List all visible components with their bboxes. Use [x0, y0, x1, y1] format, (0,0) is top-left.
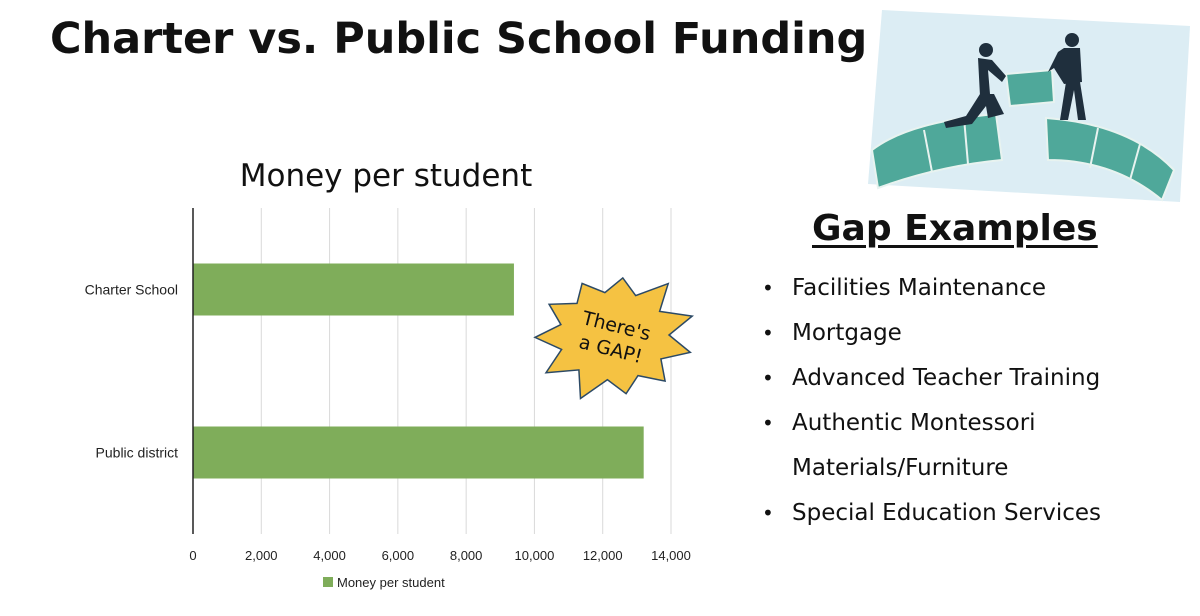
chart-x-tick-labels: 0 2,000 4,000 6,000 8,000 10,000 12,000 14,000: [189, 548, 691, 563]
gap-example-item: • Advanced Teacher Training: [760, 356, 1101, 401]
gap-example-text: Mortgage: [792, 320, 902, 346]
legend-label: Money per student: [337, 575, 445, 590]
chart-gridlines: [260, 208, 672, 534]
gap-example-text: Advanced Teacher Training: [792, 365, 1101, 391]
legend-swatch: [323, 577, 333, 587]
category-label: Public district: [96, 445, 179, 461]
x-tick-label: 14,000: [651, 548, 691, 563]
missing-bridge-piece: [1004, 68, 1056, 108]
bullet-icon: •: [762, 411, 774, 435]
x-tick-label: 4,000: [313, 548, 346, 563]
starburst-shape: [533, 276, 694, 400]
funding-bar-chart: Money per student Charter School Public d…: [85, 158, 691, 590]
chart-title: Money per student: [240, 158, 533, 194]
bar-charter-school: [193, 263, 514, 316]
gap-starburst-annotation: There's a GAP!: [533, 276, 694, 400]
gap-example-item: Materials/Furniture: [760, 446, 1101, 491]
gap-example-item: • Special Education Services: [760, 491, 1101, 536]
bridge-gap-illustration: [868, 10, 1190, 202]
gap-example-item: • Authentic Montessori: [760, 401, 1101, 446]
bar-public-district: [193, 426, 644, 479]
bullet-icon: •: [762, 366, 774, 390]
chart-legend: Money per student: [323, 575, 445, 590]
gap-example-text: Facilities Maintenance: [792, 275, 1046, 301]
gap-examples-list: • Facilities Maintenance • Mortgage • Advance…: [760, 266, 1101, 536]
right-bridge-span: [1044, 116, 1176, 202]
left-bridge-span: [870, 112, 1004, 190]
category-label: Charter School: [85, 282, 178, 298]
slide-title: Charter vs. Public School Funding: [50, 14, 868, 64]
gap-examples-heading: Gap Examples: [812, 208, 1098, 249]
right-businessman-figure: [1048, 33, 1086, 120]
x-tick-label: 6,000: [382, 548, 415, 563]
gap-example-item: • Facilities Maintenance: [760, 266, 1101, 311]
chart-bars: [193, 263, 644, 479]
gap-example-item: • Mortgage: [760, 311, 1101, 356]
x-tick-label: 0: [189, 548, 196, 563]
x-tick-label: 8,000: [450, 548, 483, 563]
bullet-icon: •: [762, 321, 774, 345]
left-businessman-figure: [944, 43, 1006, 128]
x-tick-label: 2,000: [245, 548, 278, 563]
gap-example-text: Authentic Montessori: [792, 410, 1036, 436]
x-tick-label: 12,000: [583, 548, 623, 563]
gap-example-text: Materials/Furniture: [792, 455, 1009, 481]
x-tick-label: 10,000: [515, 548, 555, 563]
bullet-icon: •: [762, 276, 774, 300]
bullet-icon: •: [762, 501, 774, 525]
gap-example-text: Special Education Services: [792, 500, 1101, 526]
chart-category-labels: Charter School Public district: [85, 282, 179, 461]
